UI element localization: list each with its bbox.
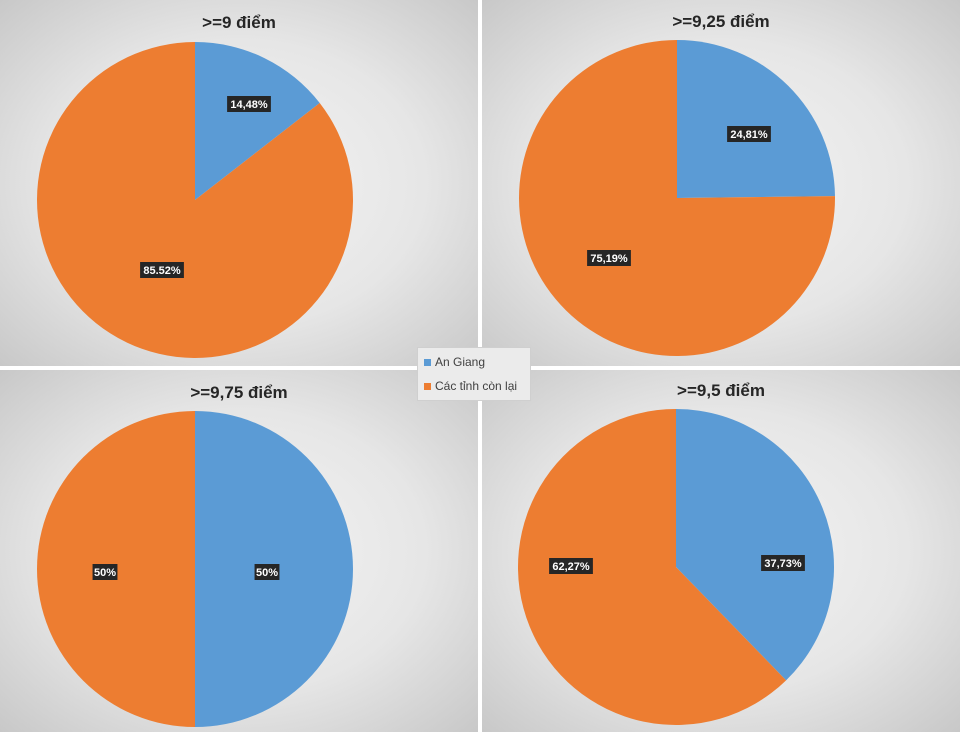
pie-panel-9-25: >=9,25 điểm 24,81% 75,19% [482, 0, 960, 366]
data-label: 85.52% [143, 265, 181, 277]
pie-chart: 14,48% 85.52% [37, 42, 353, 359]
data-label-box [140, 262, 184, 278]
legend-label: An Giang [435, 355, 486, 369]
legend-item-cac-tinh-con-lai: Các tỉnh còn lại [424, 379, 517, 393]
pie-panel-9-75: >=9,75 điểm 50% 50% [0, 370, 478, 732]
chart-title: >=9,25 điểm [672, 12, 770, 31]
data-label: 14,48% [230, 99, 268, 111]
data-label: 24,81% [730, 129, 768, 141]
pie-chart: 50% 50% [37, 411, 353, 727]
chart-title: >=9 điểm [202, 13, 276, 32]
legend-swatch [424, 383, 431, 391]
chart-legend: An Giang Các tỉnh còn lại [417, 347, 531, 401]
data-label-box [587, 250, 631, 266]
chart-title: >=9,5 điểm [677, 381, 765, 400]
legend-label: Các tỉnh còn lại [435, 379, 518, 393]
pie-slice-an-giang [195, 42, 320, 200]
legend-swatch [424, 359, 431, 367]
data-label-box [227, 96, 271, 112]
pie-slice-cac-tinh-con-lai [518, 409, 787, 725]
data-label: 50% [256, 567, 278, 579]
pie-panel-9: >=9 điểm 14,48% 85.52% [0, 0, 478, 366]
data-label-box [727, 126, 771, 142]
data-label: 50% [94, 567, 116, 579]
chart-title: >=9,75 điểm [190, 383, 288, 402]
pie-slice-cac-tinh-con-lai [37, 42, 353, 359]
pie-panel-9-5: >=9,5 điểm 37,73% 62,27% [482, 370, 960, 732]
legend-item-an-giang: An Giang [424, 355, 485, 369]
data-label-box [92, 564, 118, 580]
data-label-box [254, 564, 280, 580]
data-label: 62,27% [552, 561, 590, 573]
data-label-box [549, 558, 593, 574]
pie-slice-an-giang [677, 40, 835, 198]
data-label: 75,19% [590, 253, 628, 265]
pie-slice-cac-tinh-con-lai [519, 40, 835, 356]
data-label-box [761, 555, 805, 571]
pie-chart: 37,73% 62,27% [518, 409, 834, 725]
pie-slice-an-giang [676, 409, 834, 681]
pie-chart: 24,81% 75,19% [519, 40, 835, 356]
data-label: 37,73% [764, 558, 802, 570]
